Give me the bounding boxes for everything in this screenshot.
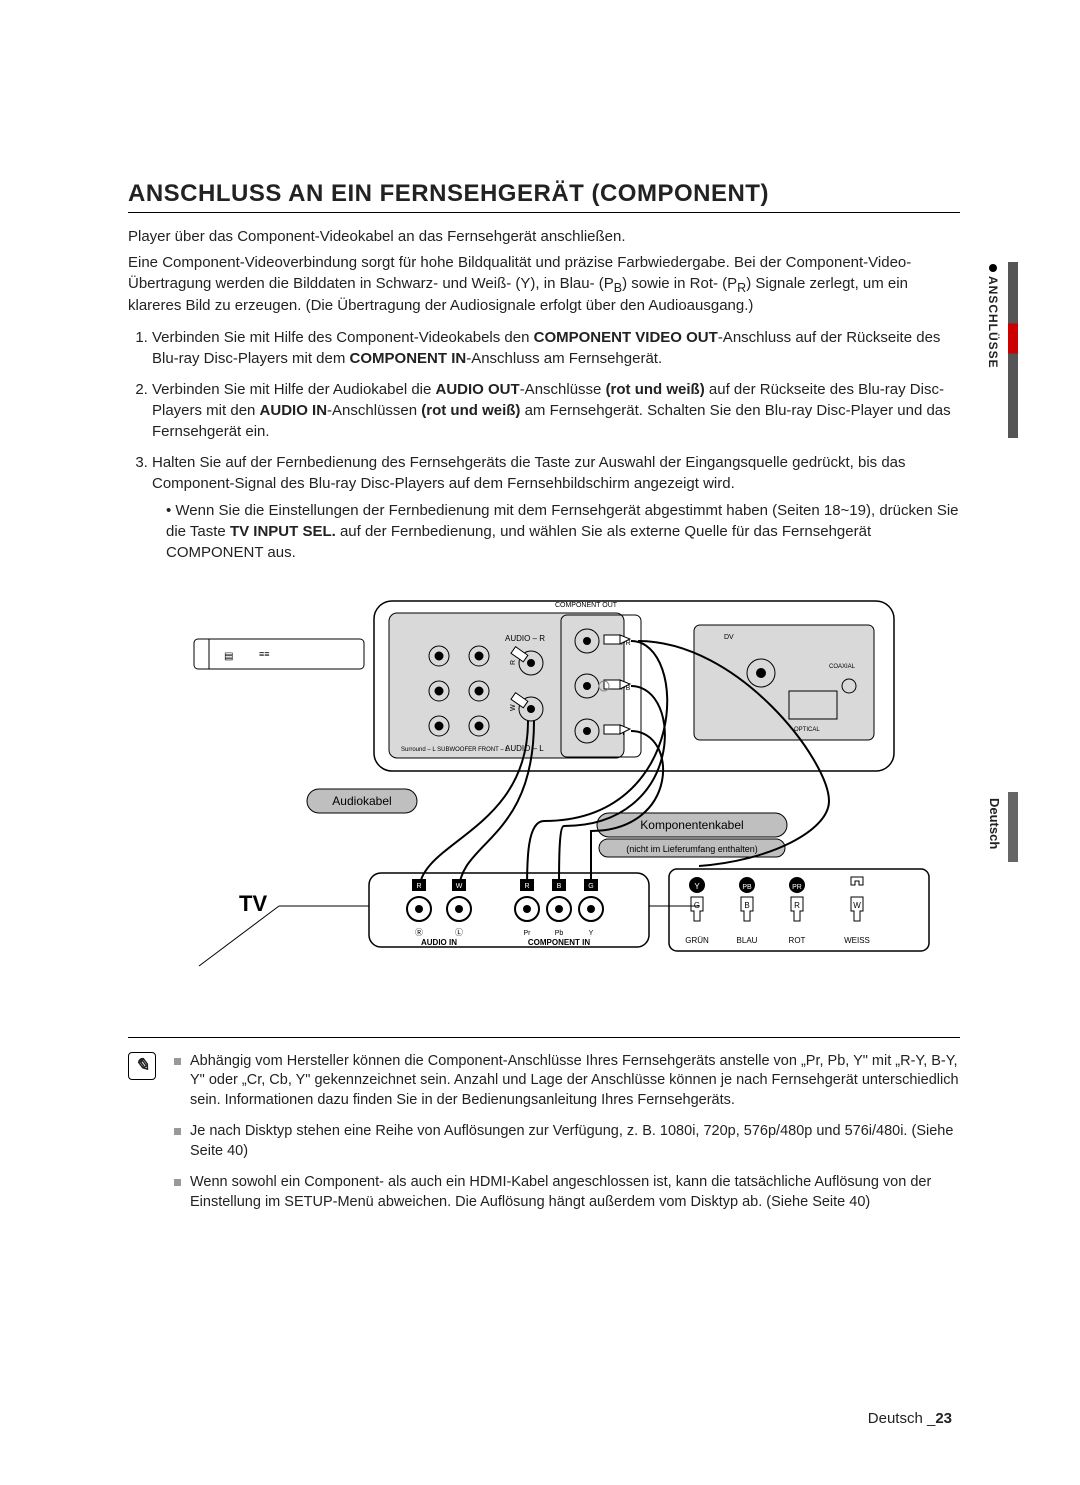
svg-text:TV: TV <box>239 891 267 916</box>
svg-text:G: G <box>588 883 593 890</box>
svg-text:WEISS: WEISS <box>844 936 870 945</box>
svg-text:AUDIO IN: AUDIO IN <box>421 938 457 947</box>
step-3-bullet: Wenn Sie die Einstellungen der Fernbedie… <box>166 500 960 563</box>
svg-text:W: W <box>853 901 861 910</box>
intro-line-1: Player über das Component-Videokabel an … <box>128 227 960 247</box>
intro-block: Player über das Component-Videokabel an … <box>128 227 960 317</box>
step-3: Halten Sie auf der Fernbedienung des Fer… <box>152 452 960 563</box>
svg-text:GRÜN: GRÜN <box>685 936 709 945</box>
svg-text:OPTICAL: OPTICAL <box>794 727 820 733</box>
notes-block: ✎ Abhängig vom Hersteller können die Com… <box>128 1037 960 1225</box>
svg-text:COMPONENT IN: COMPONENT IN <box>528 938 590 947</box>
step-2: Verbinden Sie mit Hilfe der Audiokabel d… <box>152 379 960 442</box>
svg-text:B: B <box>557 883 562 890</box>
svg-text:COAXIAL: COAXIAL <box>829 664 856 670</box>
footer-page-number: 23 <box>935 1410 952 1427</box>
svg-text:(nicht im Lieferumfang enthalt: (nicht im Lieferumfang enthalten) <box>626 844 758 854</box>
svg-text:Pb: Pb <box>555 930 564 937</box>
footer-lang: Deutsch _ <box>868 1410 936 1427</box>
diagram-svg: COMPONENT OUT ▤ ≡≡ AUDIO – R R <box>128 591 960 1011</box>
notes-list: Abhängig vom Hersteller können die Compo… <box>174 1052 960 1225</box>
page-title: ANSCHLUSS AN EIN FERNSEHGERÄT (COMPONENT… <box>128 180 960 213</box>
svg-text:R: R <box>416 883 421 890</box>
note-2: Je nach Disktyp stehen eine Reihe von Au… <box>174 1122 960 1161</box>
svg-text:Surround – L SUBWOOFER FRO: Surround – L SUBWOOFER FRONT – L <box>401 747 509 753</box>
svg-text:W: W <box>456 883 463 890</box>
svg-text:PB: PB <box>742 884 752 891</box>
connection-diagram: COMPONENT OUT ▤ ≡≡ AUDIO – R R <box>128 591 960 1011</box>
svg-text:Audiokabel: Audiokabel <box>332 794 391 808</box>
note-3: Wenn sowohl ein Component- als auch ein … <box>174 1173 960 1212</box>
svg-text:DV: DV <box>724 634 734 641</box>
step-3-sub: Wenn Sie die Einstellungen der Fernbedie… <box>152 500 960 563</box>
page-footer: Deutsch _23 <box>868 1410 952 1427</box>
svg-text:ROT: ROT <box>789 936 806 945</box>
intro-line-2: Eine Component-Videoverbindung sorgt für… <box>128 253 960 316</box>
step-1: Verbinden Sie mit Hilfe des Component-Vi… <box>152 327 960 369</box>
svg-text:R: R <box>510 660 517 665</box>
steps-list: Verbinden Sie mit Hilfe des Component-Vi… <box>128 327 960 563</box>
svg-text:Ⓡ: Ⓡ <box>415 928 423 937</box>
svg-text:Y: Y <box>694 882 700 891</box>
svg-text:PR: PR <box>792 884 802 891</box>
svg-text:W: W <box>510 704 517 711</box>
svg-text:B: B <box>744 901 749 910</box>
svg-text:G: G <box>694 901 700 910</box>
svg-text:Komponentenkabel: Komponentenkabel <box>640 818 743 832</box>
svg-text:Y: Y <box>589 930 594 937</box>
svg-text:BLAU: BLAU <box>737 936 758 945</box>
note-1: Abhängig vom Hersteller können die Compo… <box>174 1052 960 1111</box>
svg-text:R: R <box>524 883 529 890</box>
svg-text:Pr: Pr <box>524 930 532 937</box>
svg-text:≡≡: ≡≡ <box>259 649 270 659</box>
svg-text:Ⓛ: Ⓛ <box>455 928 463 937</box>
svg-text:R: R <box>794 901 800 910</box>
svg-text:AUDIO – R: AUDIO – R <box>505 634 545 643</box>
note-icon: ✎ <box>128 1052 156 1080</box>
svg-text:▤: ▤ <box>224 651 233 662</box>
svg-text:COMPONENT OUT: COMPONENT OUT <box>555 602 618 609</box>
